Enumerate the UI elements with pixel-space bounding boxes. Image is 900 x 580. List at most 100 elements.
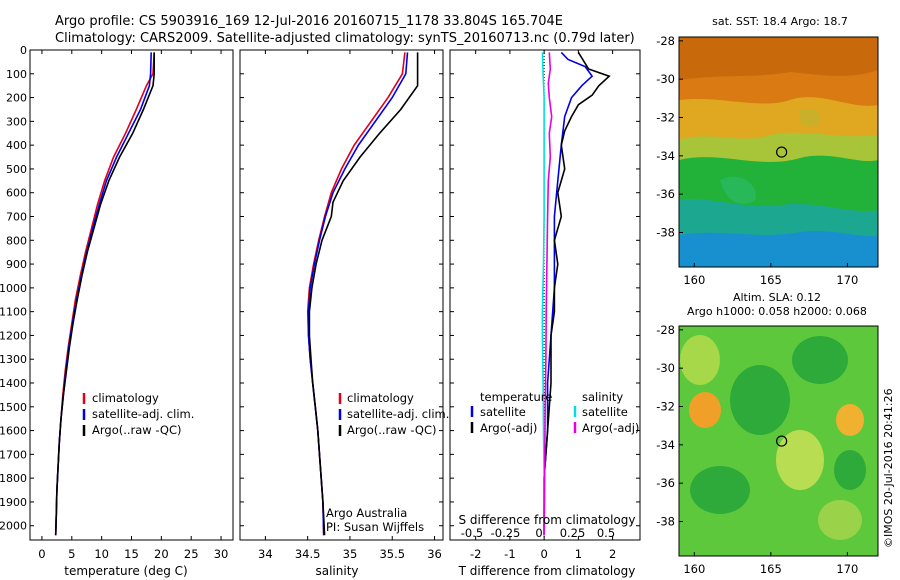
x-tick-label: 30	[214, 547, 229, 561]
map-x-tick-label: 170	[836, 273, 858, 287]
temperature-legend-entry-3: Argo(..raw -QC)	[92, 423, 182, 437]
imos-credit: ©IMOS 20-Jul-2016 20:41:26	[882, 388, 895, 548]
sst-argo-marker	[776, 146, 788, 158]
map-y-tick-label: -32	[656, 400, 675, 414]
salinity-legend-entry-1: climatology	[347, 391, 414, 405]
depth-tick-label: 1100	[0, 306, 27, 319]
temperature-legend-entry-1: climatology	[92, 391, 159, 405]
series-line-0	[54, 52, 155, 536]
x-tick-label: 20	[154, 547, 169, 561]
map-y-tick-label: -30	[656, 72, 675, 86]
x-tick-label: 0	[540, 547, 547, 561]
diff-legend-sal-satellite: satellite	[582, 405, 628, 419]
annotation-argo-australia: Argo Australia	[326, 506, 407, 520]
x-tick-label: -2	[470, 547, 481, 561]
map-y-tick-label: -36	[656, 187, 675, 201]
depth-tick-label: 1900	[0, 496, 27, 509]
x-tick-label: 34	[258, 547, 273, 561]
diff-legend-sal-title: salinity	[582, 390, 623, 404]
map-y-tick-label: -36	[656, 476, 675, 490]
depth-tick-label: 700	[6, 211, 27, 224]
x-tick-label: 2	[609, 547, 616, 561]
x-tick-label: 35.5	[379, 547, 405, 561]
series-line-3	[543, 52, 553, 536]
x-tick-label: 15	[124, 547, 139, 561]
difference-panel	[449, 49, 641, 541]
map-y-tick-label: -28	[656, 323, 675, 337]
depth-tick-label: 600	[6, 187, 27, 200]
map-y-tick-label: -34	[656, 149, 675, 163]
depth-tick-label: 1300	[0, 353, 27, 366]
salinity-legend-entry-3: Argo(..raw -QC)	[347, 423, 437, 437]
series-line-1	[543, 51, 611, 536]
map-y-tick-label: -32	[656, 111, 675, 125]
difference-x2label: S difference from climatology	[459, 513, 636, 527]
sst-map	[678, 36, 879, 268]
temperature-legend-entry-2: satellite-adj. clim.	[92, 407, 194, 421]
depth-tick-label: 300	[6, 115, 27, 128]
depth-tick-label: 1700	[0, 448, 27, 461]
salinity-legend: climatology satellite-adj. clim. Argo(..…	[338, 391, 449, 437]
series-line-0	[543, 51, 594, 536]
temperature-legend: climatology satellite-adj. clim. Argo(..…	[82, 391, 194, 437]
depth-tick-label: 2000	[0, 520, 27, 533]
x-tick-label: 5	[68, 547, 75, 561]
depth-tick-label: 1200	[0, 329, 27, 342]
series-line-2	[541, 52, 545, 536]
diff-legend-sal-argo: Argo(-adj)	[582, 421, 639, 435]
temperature-panel	[29, 49, 234, 541]
x-tick-label: 34.5	[295, 547, 321, 561]
map-y-tick-label: -30	[656, 361, 675, 375]
map-y-tick-label: -28	[656, 34, 675, 48]
diff-legend-temp-argo: Argo(-adj)	[480, 421, 537, 435]
x-tick-label: 36	[427, 547, 442, 561]
map-x-tick-label: 170	[836, 562, 858, 576]
series-line-0	[306, 52, 406, 536]
sla-map-subtitle: Argo h1000: 0.058 h2000: 0.068	[687, 305, 867, 318]
salinity-panel	[239, 49, 444, 541]
sla-map-title: Altim. SLA: 0.12	[733, 291, 821, 304]
x2-tick-label: -0.25	[491, 526, 521, 540]
depth-tick-label: 1600	[0, 425, 27, 438]
map-x-tick-label: 160	[683, 562, 705, 576]
x-tick-label: -1	[504, 547, 515, 561]
depth-tick-label: 0	[20, 44, 27, 57]
x-tick-label: 35	[343, 547, 358, 561]
map-y-tick-label: -38	[656, 226, 675, 240]
series-line-2	[54, 52, 155, 536]
series-line-1	[307, 52, 409, 536]
map-y-tick-label: -38	[656, 515, 675, 529]
salinity-xlabel: salinity	[315, 564, 358, 578]
map-x-tick-label: 165	[760, 562, 782, 576]
x2-tick-label: 0	[535, 526, 542, 540]
x-tick-label: 25	[184, 547, 199, 561]
depth-tick-label: 1000	[0, 282, 27, 295]
x2-tick-label: 0.5	[597, 526, 615, 540]
x-tick-label: 10	[94, 547, 109, 561]
title-line-1: Argo profile: CS 5903916_169 12-Jul-2016…	[55, 14, 564, 29]
sst-map-title: sat. SST: 18.4 Argo: 18.7	[712, 15, 848, 28]
map-x-tick-label: 160	[683, 273, 705, 287]
depth-tick-label: 1800	[0, 472, 27, 485]
difference-legend: temperature satellite Argo(-adj) salinit…	[470, 390, 639, 435]
x-tick-label: 0	[38, 547, 45, 561]
annotation-pi: PI: Susan Wijffels	[326, 520, 424, 534]
depth-tick-label: 400	[6, 139, 27, 152]
title-line-2: Climatology: CARS2009. Satellite-adjuste…	[55, 31, 635, 46]
x2-tick-label: -0.5	[461, 526, 483, 540]
depth-tick-label: 1500	[0, 401, 27, 414]
depth-tick-label: 200	[6, 92, 27, 105]
depth-tick-label: 1400	[0, 377, 27, 390]
depth-tick-label: 100	[6, 68, 27, 81]
x-tick-label: 1	[575, 547, 582, 561]
depth-tick-label: 800	[6, 234, 27, 247]
depth-tick-label: 500	[6, 163, 27, 176]
temperature-xlabel: temperature (deg C)	[64, 564, 187, 578]
map-x-tick-label: 165	[760, 273, 782, 287]
depth-tick-label: 900	[6, 258, 27, 271]
sla-map	[678, 325, 879, 557]
x2-tick-label: 0.25	[560, 526, 586, 540]
salinity-legend-entry-2: satellite-adj. clim.	[347, 407, 449, 421]
difference-xlabel: T difference from climatology	[458, 564, 636, 578]
